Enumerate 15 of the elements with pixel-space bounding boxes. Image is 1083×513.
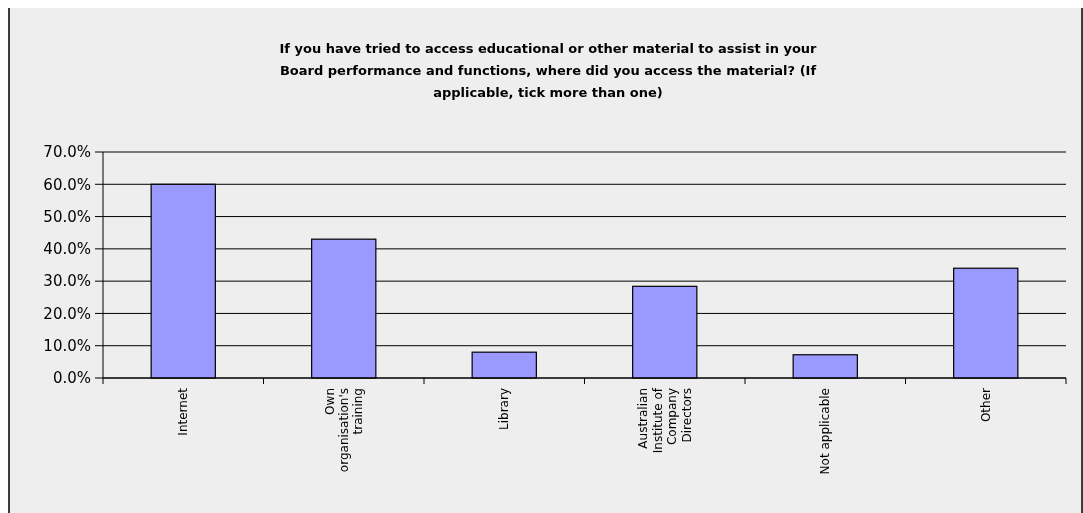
x-tick-label: Not applicable — [818, 388, 833, 475]
y-tick-label: 10.0% — [43, 336, 91, 355]
x-tick-label: Internet — [176, 387, 191, 436]
y-tick-label: 0.0% — [52, 369, 91, 388]
x-tick-label: Australian Institute of Company Directors — [636, 387, 694, 454]
y-tick-label: 30.0% — [43, 272, 91, 291]
y-tick-label: 40.0% — [43, 240, 91, 259]
y-tick-label: 20.0% — [43, 304, 91, 323]
x-tick-label: Other — [978, 387, 993, 423]
x-tick-label: Library — [497, 388, 512, 430]
y-tick-label: 60.0% — [43, 175, 91, 194]
x-tick-label: Own organisation's training — [322, 388, 366, 473]
y-tick-label: 50.0% — [43, 207, 91, 226]
y-tick-label: 70.0% — [43, 143, 91, 162]
chart-title: If you have tried to access educational or other material to assist in your Board performance and functions, where did you access the material? (If applicable, tick more than one) — [279, 41, 818, 100]
